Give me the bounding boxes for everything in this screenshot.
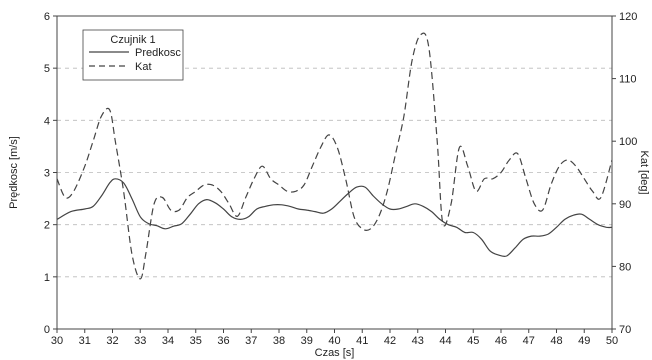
grid-lines bbox=[57, 67, 612, 278]
x-axis-ticks: 30 31 32 33 34 35 36 37 38 39 40 41 42 43 44 45 46 47 48 49… bbox=[51, 329, 618, 347]
x-tick-label: 50 bbox=[606, 335, 618, 347]
right-tick-label: 100 bbox=[619, 136, 637, 148]
x-tick-label: 41 bbox=[356, 335, 368, 347]
right-tick-label: 90 bbox=[619, 199, 631, 211]
x-tick-label: 45 bbox=[467, 335, 479, 347]
x-tick-label: 30 bbox=[51, 335, 63, 347]
x-tick-label: 42 bbox=[384, 335, 396, 347]
left-tick-label: 6 bbox=[44, 11, 50, 23]
legend-label-predkosc: Predkosc bbox=[135, 47, 181, 59]
x-tick-label: 32 bbox=[106, 335, 118, 347]
x-tick-label: 36 bbox=[217, 335, 229, 347]
left-tick-label: 5 bbox=[44, 63, 50, 75]
x-tick-label: 35 bbox=[190, 335, 202, 347]
left-tick-label: 3 bbox=[44, 168, 50, 180]
series-line-kat bbox=[56, 32, 613, 280]
x-tick-label: 39 bbox=[301, 335, 313, 347]
right-axis-ticks: 70 80 90 100 110 120 bbox=[612, 11, 637, 336]
left-tick-label: 0 bbox=[44, 324, 50, 336]
x-tick-label: 43 bbox=[412, 335, 424, 347]
left-tick-label: 1 bbox=[44, 272, 50, 284]
x-tick-label: 48 bbox=[550, 335, 562, 347]
x-tick-label: 33 bbox=[134, 335, 146, 347]
right-tick-label: 120 bbox=[619, 11, 637, 23]
x-tick-label: 47 bbox=[523, 335, 535, 347]
x-axis-title: Czas [s] bbox=[315, 347, 355, 359]
left-axis-ticks: 0 1 2 3 4 5 6 bbox=[44, 11, 57, 336]
x-tick-label: 40 bbox=[328, 335, 340, 347]
legend: Czujnik 1 Predkosc Kat bbox=[82, 29, 184, 81]
legend-box bbox=[82, 29, 184, 81]
x-tick-label: 34 bbox=[162, 335, 174, 347]
legend-label-kat: Kat bbox=[135, 61, 152, 73]
x-tick-label: 46 bbox=[495, 335, 507, 347]
x-tick-label: 31 bbox=[79, 335, 91, 347]
series-layer bbox=[56, 32, 613, 280]
left-tick-label: 4 bbox=[44, 115, 50, 127]
x-tick-label: 44 bbox=[439, 335, 451, 347]
left-tick-label: 2 bbox=[44, 220, 50, 232]
right-tick-label: 70 bbox=[619, 324, 631, 336]
right-axis-title: Kat [deg] bbox=[638, 150, 650, 194]
right-tick-label: 80 bbox=[619, 261, 631, 273]
x-tick-label: 49 bbox=[578, 335, 590, 347]
series-line-predkosc bbox=[56, 178, 613, 258]
x-tick-label: 37 bbox=[245, 335, 257, 347]
x-tick-label: 38 bbox=[273, 335, 285, 347]
legend-title: Czujnik 1 bbox=[110, 34, 155, 46]
right-tick-label: 110 bbox=[619, 74, 637, 86]
left-axis-title: Prędkosc [m/s] bbox=[8, 136, 20, 209]
